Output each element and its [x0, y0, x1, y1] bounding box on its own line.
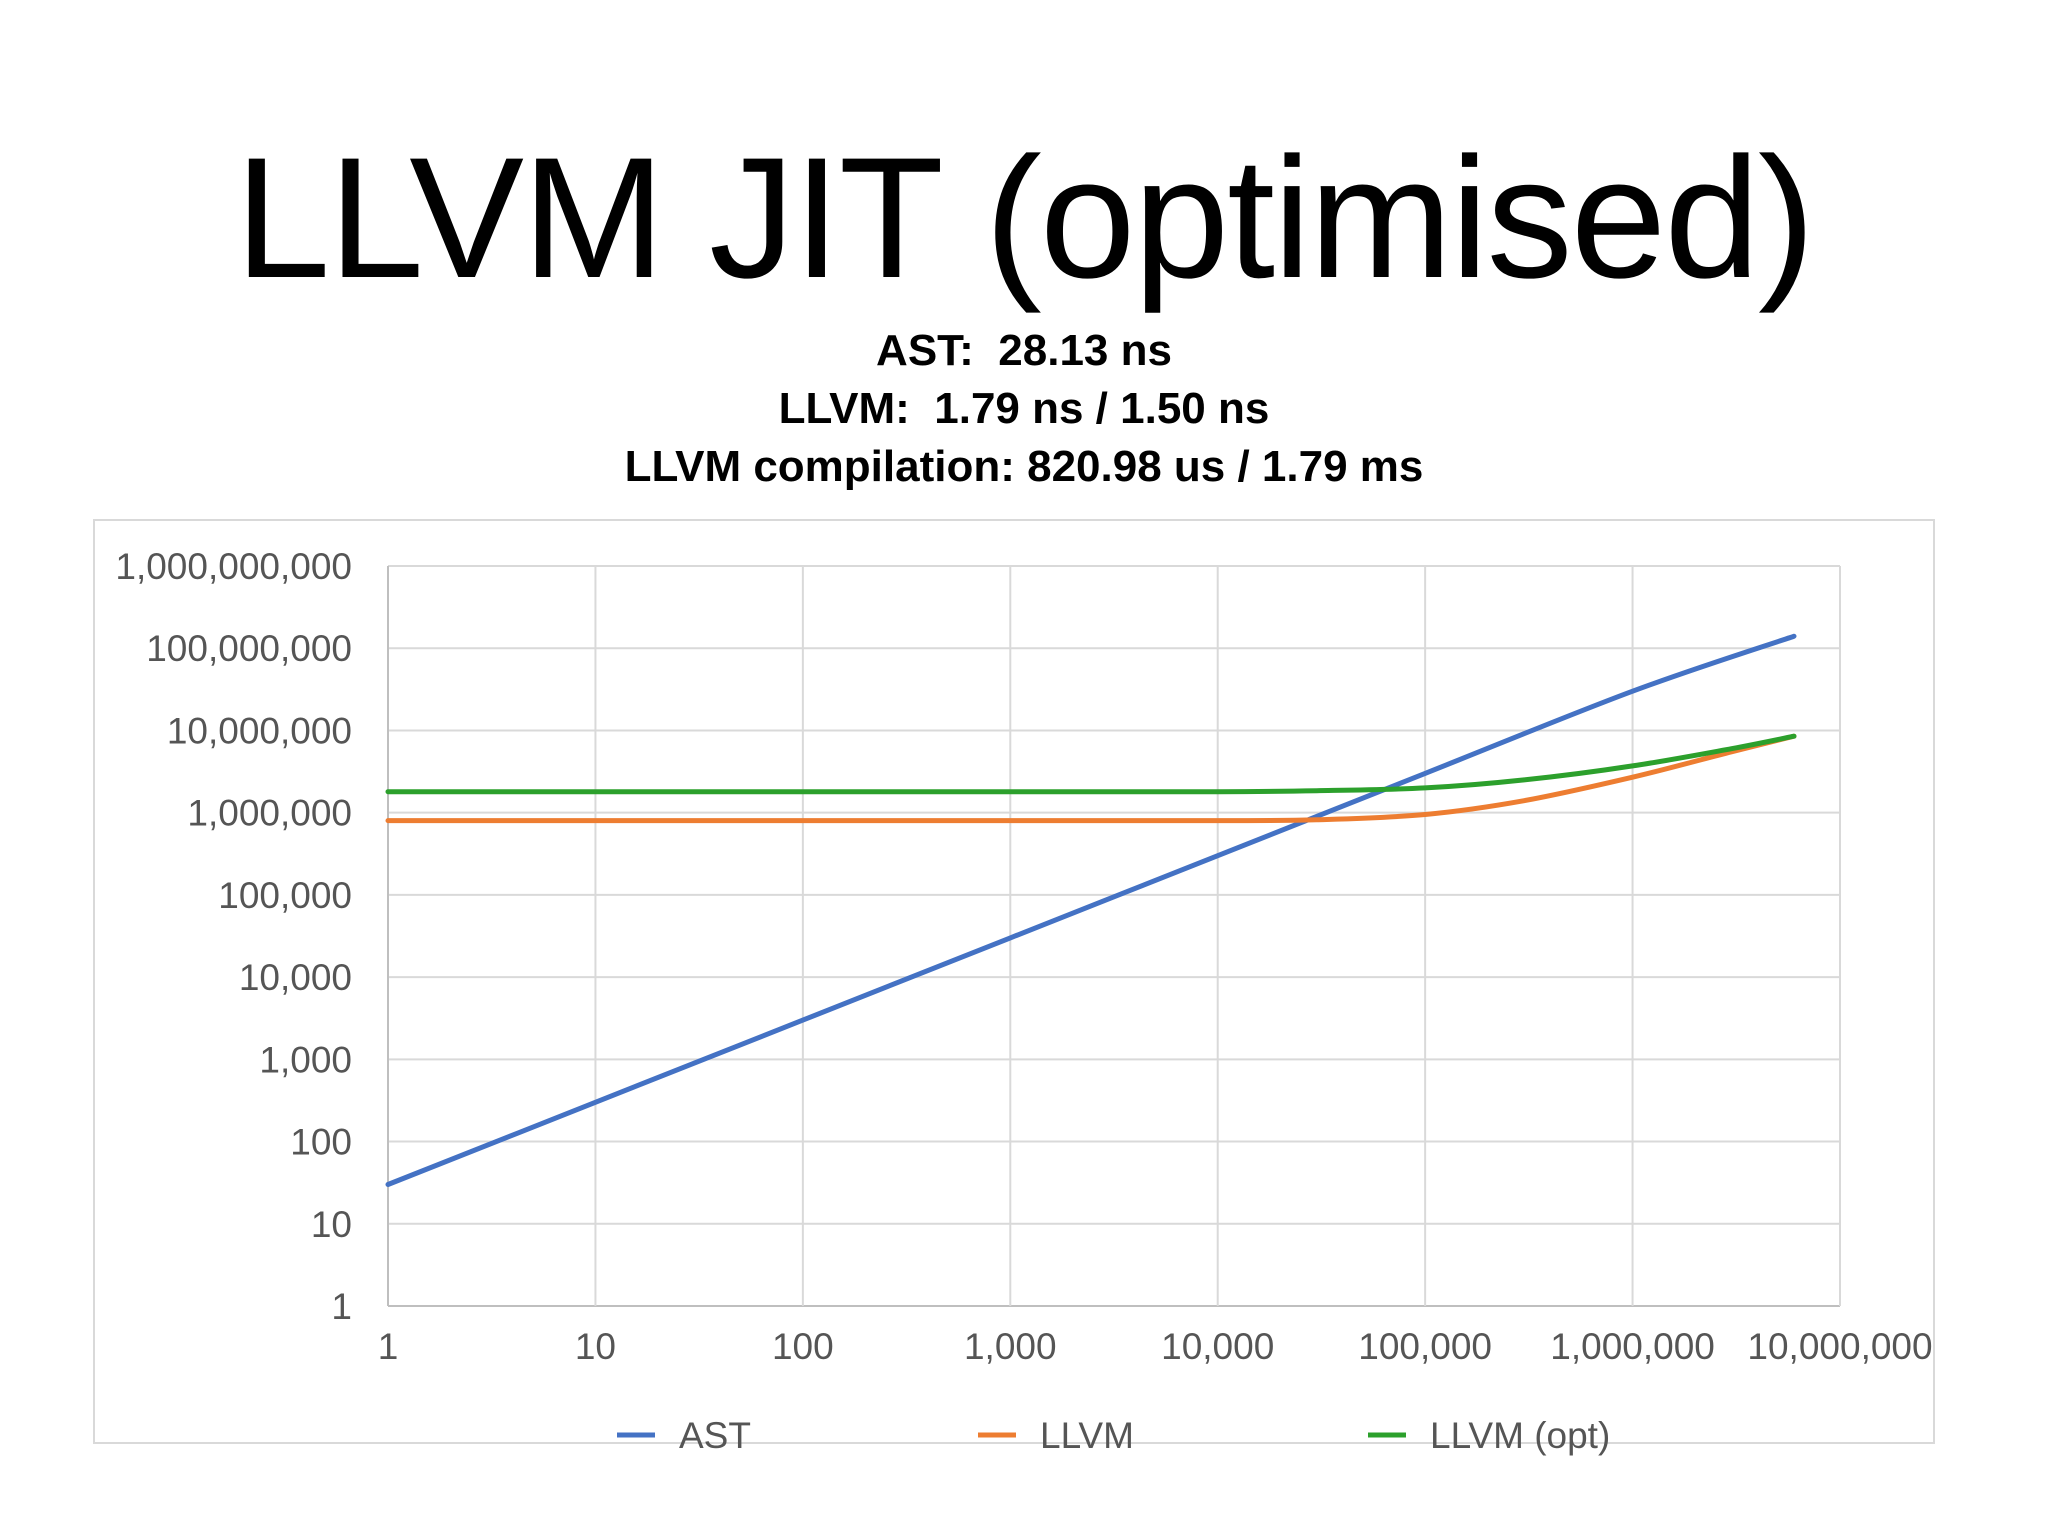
y-tick-label: 10	[311, 1204, 352, 1245]
series-lines	[385, 633, 1797, 1187]
series-line-ast	[385, 633, 1797, 1187]
legend-label-ast: AST	[679, 1415, 751, 1456]
y-axis-ticks: 1 10 100 1,000 10,000 100,000 1,000,000 10,000,…	[115, 546, 352, 1327]
x-tick-label: 1,000	[964, 1326, 1057, 1367]
y-tick-label: 100	[290, 1122, 352, 1163]
chart-frame	[93, 519, 1935, 1444]
subtitle-ast-timing: AST: 28.13 ns	[876, 326, 1172, 375]
y-tick-label: 10,000,000	[167, 710, 352, 751]
x-tick-label: 10,000	[1161, 1326, 1274, 1367]
x-tick-label: 100	[772, 1326, 834, 1367]
x-axis-ticks: 1 10 100 1,000 10,000 100,000 1,000,000 10,000,…	[378, 1326, 1933, 1367]
y-tick-label: 100,000,000	[146, 628, 352, 669]
legend: AST LLVM LLVM (opt)	[617, 1415, 1610, 1456]
series-line-llvm	[385, 733, 1797, 824]
y-tick-label: 1,000,000,000	[115, 546, 352, 587]
x-tick-label: 10,000,000	[1747, 1326, 1932, 1367]
y-tick-label: 10,000	[239, 957, 352, 998]
legend-label-llvm-opt: LLVM (opt)	[1430, 1415, 1610, 1456]
x-tick-label: 1	[378, 1326, 399, 1367]
x-tick-label: 10	[575, 1326, 616, 1367]
subtitle-llvm-timing: LLVM: 1.79 ns / 1.50 ns	[778, 384, 1270, 433]
y-tick-label: 1	[331, 1286, 352, 1327]
slide-title: LLVM JIT (optimised)	[234, 122, 1816, 314]
x-tick-label: 1,000,000	[1550, 1326, 1715, 1367]
series-line-llvm-opt	[385, 733, 1797, 795]
x-tick-label: 100,000	[1358, 1326, 1492, 1367]
y-tick-label: 100,000	[218, 875, 352, 916]
subtitle-block: AST: 28.13 ns LLVM: 1.79 ns / 1.50 ns LL…	[0, 322, 2048, 496]
subtitle-compilation-timing: LLVM compilation: 820.98 us / 1.79 ms	[624, 442, 1424, 491]
gridlines	[387, 565, 1841, 1307]
y-tick-label: 1,000	[259, 1039, 352, 1080]
legend-label-llvm: LLVM	[1040, 1415, 1134, 1456]
y-tick-label: 1,000,000	[187, 793, 352, 834]
